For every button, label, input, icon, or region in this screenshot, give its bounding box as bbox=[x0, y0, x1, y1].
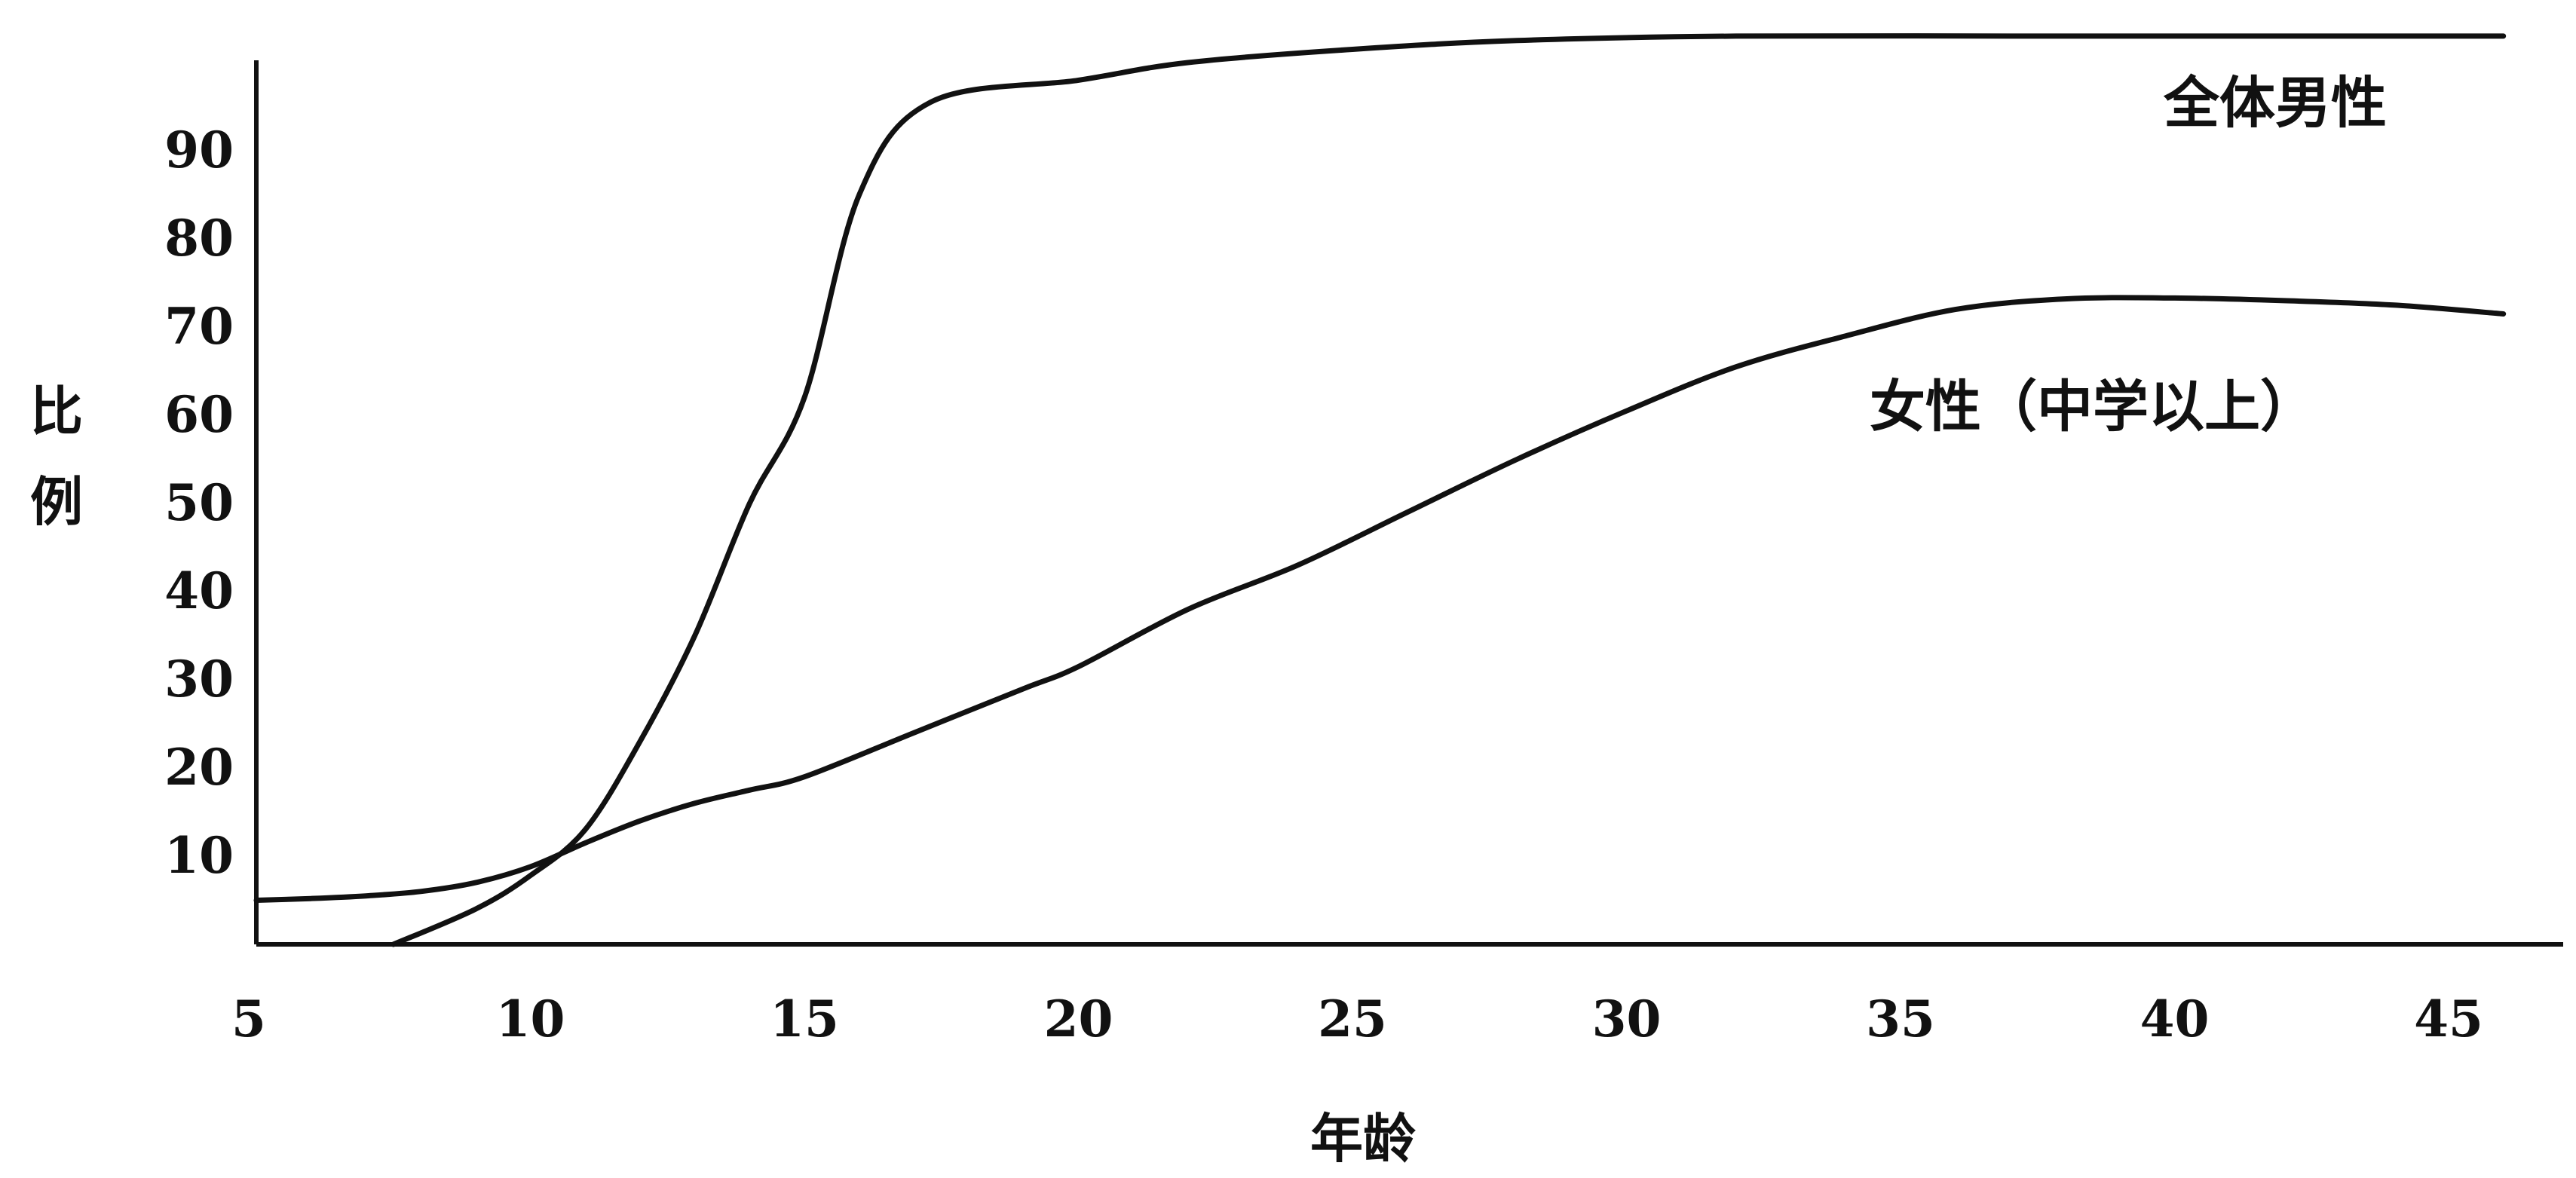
x-tick-label: 40 bbox=[2140, 990, 2210, 1048]
x-tick-label: 15 bbox=[770, 990, 839, 1048]
y-tick-label: 40 bbox=[164, 561, 234, 620]
x-tick-label: 30 bbox=[1592, 990, 1662, 1048]
y-tick-label: 10 bbox=[164, 826, 234, 885]
y-tick-label: 90 bbox=[164, 121, 234, 179]
series-label-1: 全体男性 bbox=[2163, 71, 2387, 136]
axes bbox=[254, 60, 2563, 947]
series-line-2 bbox=[253, 295, 2507, 903]
series-lines bbox=[253, 32, 2507, 947]
x-tick-labels: 5 10 15 20 25 30 35 40 45 bbox=[231, 990, 2483, 1048]
x-tick-label: 35 bbox=[1866, 990, 1935, 1048]
y-tick-label: 30 bbox=[164, 650, 234, 708]
series-label-2: 女性（中学以上） bbox=[1870, 375, 2316, 439]
y-tick-label: 70 bbox=[164, 297, 234, 356]
series-line-1 bbox=[391, 32, 2507, 947]
y-tick-label: 80 bbox=[164, 209, 234, 268]
y-tick-label: 60 bbox=[164, 385, 234, 444]
y-axis-title: 比例 bbox=[30, 381, 83, 533]
y-tick-labels: 10 20 30 40 50 60 70 80 90 bbox=[164, 121, 234, 885]
x-tick-label: 20 bbox=[1044, 990, 1113, 1048]
y-axis-title-char: 例 bbox=[30, 471, 83, 533]
x-tick-label: 25 bbox=[1318, 990, 1387, 1048]
x-tick-label: 10 bbox=[496, 990, 565, 1048]
x-tick-label: 5 bbox=[231, 990, 266, 1048]
y-tick-label: 50 bbox=[164, 473, 234, 532]
y-tick-label: 20 bbox=[164, 738, 234, 797]
y-axis-title-char: 比 bbox=[30, 381, 83, 442]
x-axis-title: 年龄 bbox=[1310, 1108, 1416, 1170]
x-tick-label: 45 bbox=[2414, 990, 2483, 1048]
